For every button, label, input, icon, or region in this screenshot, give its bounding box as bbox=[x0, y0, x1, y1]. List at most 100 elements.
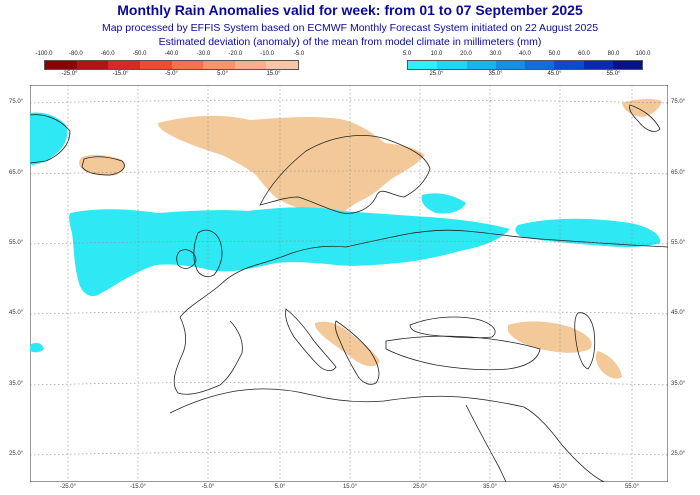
dry-area-iceland bbox=[79, 154, 125, 176]
legend-top-label: 40.0 bbox=[519, 51, 531, 57]
latitude-label-right: 45.0° bbox=[671, 310, 686, 316]
coast-ireland bbox=[176, 249, 197, 269]
latitude-label-left: 35.0° bbox=[9, 381, 24, 387]
longitude-label: -15.0° bbox=[129, 484, 147, 490]
wet-area-baltic bbox=[421, 193, 466, 214]
legend-bottom-label: 15.0° bbox=[266, 71, 281, 77]
legend-top-label: -5.0 bbox=[293, 51, 305, 57]
latitude-line bbox=[30, 451, 668, 456]
coast-balkans-greece bbox=[334, 320, 380, 385]
longitude-label: 45.0° bbox=[552, 484, 568, 490]
legend-bottom-label: 25.0° bbox=[429, 71, 444, 77]
legend-top-label: 100.0 bbox=[635, 51, 651, 57]
legend-color-swatch bbox=[525, 61, 555, 69]
latitude-label-left: 65.0° bbox=[9, 170, 24, 176]
latitude-line bbox=[30, 240, 668, 245]
coast-scandinavia bbox=[259, 135, 431, 214]
legend-color-swatch bbox=[45, 61, 77, 69]
graticule bbox=[30, 85, 668, 482]
dry-area-scandinavia bbox=[158, 115, 425, 214]
coast-north-africa bbox=[169, 388, 525, 414]
legend-color-swatch bbox=[437, 61, 467, 69]
wet-area-greenland bbox=[30, 112, 68, 165]
legend-top-label: -10.0 bbox=[260, 51, 274, 57]
legend-color-swatch bbox=[76, 61, 109, 69]
legend-top-label: 30.0 bbox=[489, 51, 502, 57]
legend-color-swatch bbox=[139, 61, 172, 69]
legend-negative-colorbar bbox=[44, 60, 299, 70]
legend-color-swatch bbox=[612, 61, 642, 69]
legend-positive-bottom-labels: 25.0° 35.0° 45.0° 55.0° bbox=[407, 71, 643, 80]
latitude-line bbox=[30, 381, 668, 386]
latitude-label-right: 25.0° bbox=[671, 451, 686, 457]
latitude-line bbox=[30, 99, 668, 104]
longitude-label: 5.0° bbox=[274, 484, 286, 490]
latitude-label-left: 45.0° bbox=[9, 310, 24, 316]
dry-area-turkey bbox=[508, 321, 592, 353]
legend-top-label: 10.0 bbox=[430, 51, 443, 57]
legend-negative-bottom-labels: -25.0° -15.0° -5.0° 5.0° 15.0° bbox=[44, 71, 299, 80]
legend-positive-colorbar bbox=[407, 60, 643, 70]
dry-area-svalbard bbox=[622, 98, 662, 117]
coast-iceland bbox=[81, 156, 125, 176]
legend-top-label: 5.0 bbox=[402, 51, 412, 57]
legend-color-swatch bbox=[203, 61, 235, 69]
legend-color-swatch bbox=[266, 61, 298, 69]
legend-bottom-label: 5.0° bbox=[217, 71, 228, 77]
latitude-label-right: 55.0° bbox=[671, 240, 686, 246]
legend-color-swatch bbox=[466, 61, 496, 69]
coast-italy bbox=[285, 308, 337, 371]
coast-britain bbox=[193, 229, 223, 277]
latitude-label-left: 25.0° bbox=[9, 451, 24, 457]
wet-area-central-europe bbox=[69, 207, 510, 297]
legend-color-swatch bbox=[583, 61, 613, 69]
latitude-line bbox=[30, 310, 668, 315]
legend-top-label: 20.0 bbox=[460, 51, 472, 57]
coast-turkey bbox=[385, 335, 541, 371]
legend-top-label: 60.0 bbox=[578, 51, 590, 57]
coast-iberia bbox=[173, 316, 243, 395]
anomaly-map bbox=[30, 85, 668, 482]
legend-positive-anomaly: 5.0 10.0 20.0 30.0 40.0 50.0 60.0 80.0 100.0 25.… bbox=[403, 51, 651, 81]
longitude-label: 15.0° bbox=[342, 484, 358, 490]
longitude-label: -25.0° bbox=[59, 484, 77, 490]
coast-caspian bbox=[574, 312, 596, 370]
legend-top-label: 50.0 bbox=[548, 51, 561, 57]
legend-top-label: -50.0 bbox=[132, 51, 147, 57]
legend-color-swatch bbox=[495, 61, 525, 69]
wet-area-iberia-west bbox=[30, 342, 44, 353]
longitude-label: 25.0° bbox=[412, 484, 428, 490]
legend-negative-top-labels: -100.0 -80.0 -60.0 -50.0 -40.0 -30.0 -20.0 -10.… bbox=[35, 51, 304, 60]
legend-color-swatch bbox=[554, 61, 584, 69]
coast-black-sea bbox=[409, 316, 496, 339]
legend-bottom-label: -25.0° bbox=[61, 71, 78, 77]
legend-top-label: -80.0 bbox=[69, 51, 83, 57]
legend-bottom-label: -15.0° bbox=[112, 71, 129, 77]
coast-novaya-zemlya bbox=[629, 104, 661, 132]
map-subtitle-processing: Map processed by EFFIS System based on E… bbox=[101, 22, 599, 34]
legend-color-swatch bbox=[408, 61, 438, 69]
legend-negative-anomaly: -100.0 -80.0 -60.0 -50.0 -40.0 -30.0 -20.0 -10.… bbox=[35, 51, 304, 81]
map-subtitle-units: Estimated deviation (anomaly) of the mea… bbox=[158, 36, 542, 48]
longitude-label: -5.0° bbox=[201, 484, 215, 490]
coast-arabia bbox=[523, 406, 605, 482]
legend-top-label: -20.0 bbox=[228, 51, 243, 57]
longitude-label: 35.0° bbox=[482, 484, 498, 490]
wet-anomaly-areas bbox=[30, 112, 661, 353]
dry-anomaly-areas bbox=[79, 98, 662, 379]
coast-greenland bbox=[30, 114, 71, 164]
legend-bottom-label: 35.0° bbox=[488, 71, 503, 77]
longitude-label: 55.0° bbox=[624, 484, 640, 490]
legend-top-label: -60.0 bbox=[100, 51, 115, 57]
legend-bottom-label: 45.0° bbox=[547, 71, 562, 77]
legend-positive-top-labels: 5.0 10.0 20.0 30.0 40.0 50.0 60.0 80.0 100.0 bbox=[403, 51, 651, 60]
latitude-label-right: 75.0° bbox=[671, 99, 686, 105]
legend-bottom-label: 55.0° bbox=[606, 71, 621, 77]
map-title: Monthly Rain Anomalies valid for week: f… bbox=[117, 2, 583, 18]
legend-top-label: 80.0 bbox=[607, 51, 620, 57]
legend-color-swatch bbox=[108, 61, 140, 69]
dry-area-balkans bbox=[314, 321, 380, 367]
legend-color-swatch bbox=[171, 61, 204, 69]
legend-bottom-label: -5.0° bbox=[165, 71, 178, 77]
latitude-label-right: 35.0° bbox=[671, 381, 686, 387]
